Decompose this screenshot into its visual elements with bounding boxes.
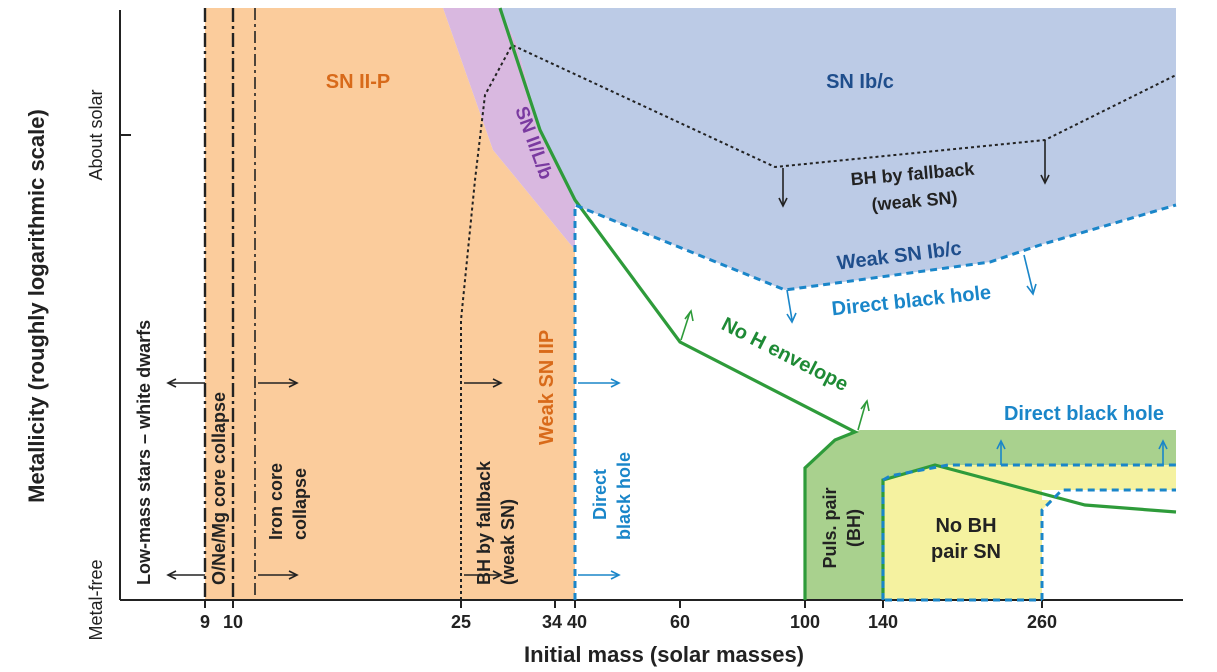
label-no-h-envelope: No H envelope [718, 313, 852, 396]
pair-sn-boundary [881, 463, 1177, 600]
label-no-bh-pair-1: No BH [935, 515, 996, 537]
x-tick-100: 100 [790, 612, 820, 632]
label-direct-bh-top: Direct black hole [831, 282, 992, 321]
label-direct-bh-1: Direct [590, 469, 610, 520]
label-no-bh-pair-2: pair SN [931, 541, 1001, 563]
x-ticks [204, 600, 1043, 608]
label-direct-bh-2: black hole [614, 452, 634, 540]
label-puls-pair-1: Puls. pair [820, 487, 840, 568]
label-iron-core-2: collapse [290, 468, 310, 540]
boundary-lines-left [203, 8, 256, 600]
label-puls-pair-2: (BH) [844, 509, 864, 547]
label-sn-iip: SN II-P [326, 71, 390, 93]
x-tick-40: 40 [567, 612, 587, 632]
x-tick-60: 60 [670, 612, 690, 632]
no-h-envelope-boundary [498, 7, 859, 600]
region-sn-ibc [500, 8, 1176, 290]
fallback-bh-boundary [460, 43, 1177, 600]
region-direct-bh-gap [1042, 490, 1176, 500]
x-tick-260: 260 [1027, 612, 1057, 632]
x-tick-10: 10 [223, 612, 243, 632]
y-tick-metal-free: Metal-free [86, 559, 106, 640]
arrows [166, 140, 1168, 580]
label-sn-ibc: SN Ib/c [826, 71, 894, 93]
label-bh-fallback-1: BH by fallback [474, 460, 494, 585]
label-weak-sn-iip: Weak SN IIP [536, 330, 558, 445]
y-axis-title: Metallicity (roughly logarithmic scale) [24, 109, 49, 503]
x-tick-9: 9 [200, 612, 210, 632]
label-iron-core-1: Iron core [266, 463, 286, 540]
x-tick-34: 34 [542, 612, 562, 632]
region-sn-iil-b [443, 8, 575, 250]
y-tick-about-solar: About solar [86, 89, 106, 180]
x-tick-140: 140 [868, 612, 898, 632]
label-direct-bh-right: Direct black hole [1004, 403, 1164, 425]
label-low-mass-stars: Low-mass stars – white dwarfs [134, 320, 154, 585]
x-axis-title: Initial mass (solar masses) [524, 642, 804, 667]
x-tick-25: 25 [451, 612, 471, 632]
region-direct-bh-low [1042, 490, 1176, 600]
label-onemg-core-collapse: O/Ne/Mg core collapse [209, 392, 229, 585]
label-bh-fallback-2: (weak SN) [498, 499, 518, 585]
x-tick-labels: 9 10 25 34 40 60 100 140 260 [200, 612, 1057, 632]
direct-bh-boundaries [573, 202, 1177, 602]
region-sn-iip [205, 8, 575, 600]
